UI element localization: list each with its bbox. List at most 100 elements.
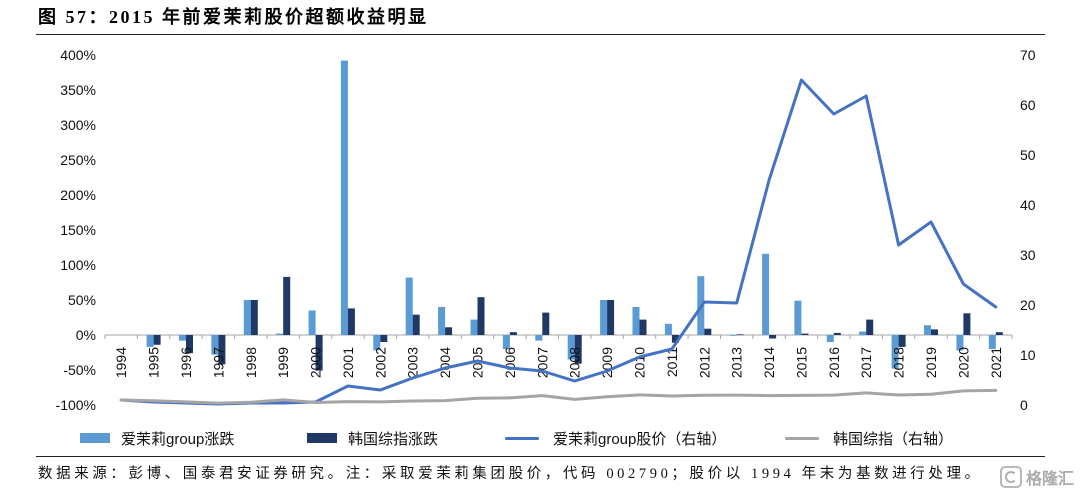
- bar-series-0-2017: [859, 331, 867, 335]
- x-tick-label: 1999: [275, 347, 291, 378]
- legend-label: 韩国综指涨跌: [348, 430, 439, 448]
- x-tick-label: 2004: [437, 347, 453, 378]
- x-tick-label: 2002: [372, 347, 388, 378]
- legend-label: 韩国综指（右轴）: [833, 430, 954, 448]
- watermark-logo-icon: [1000, 466, 1022, 488]
- x-tick-label: 2016: [826, 347, 842, 378]
- legend-label: 爱茉莉group涨跌: [121, 430, 235, 448]
- x-tick-label: 1997: [210, 347, 226, 378]
- bar-series-0-2004: [438, 307, 446, 335]
- bar-series-1-2004: [445, 327, 453, 335]
- y-left-tick-label: 50%: [68, 292, 96, 308]
- x-tick-label: 1994: [113, 347, 129, 378]
- x-tick-label: 2020: [955, 347, 971, 378]
- bar-series-1-2021: [995, 332, 1003, 335]
- bar-series-1-2016: [833, 332, 841, 335]
- x-tick-label: 2019: [923, 347, 939, 378]
- bar-series-1-2005: [477, 297, 485, 335]
- line-series-3: [119, 388, 998, 405]
- legend-swatch-bar: [80, 433, 110, 443]
- bar-series-1-2012: [704, 328, 712, 335]
- source-note: 数据来源：彭博、国泰君安证券研究。注：采取爱茉莉集团股价，代码 002790；股…: [38, 466, 983, 482]
- bar-series-0-2011: [664, 323, 672, 335]
- bar-series-0-1997: [211, 335, 219, 355]
- bar-series-0-2005: [470, 319, 478, 335]
- legend-item-kospi-index: 韩国综指（右轴）: [785, 428, 953, 448]
- x-tick-label: 2012: [696, 347, 712, 378]
- bar-series-0-1996: [179, 335, 186, 341]
- bar-series-1-2003: [412, 314, 420, 335]
- bar-series-0-2009: [600, 300, 608, 335]
- y-right-tick-label: 50: [1020, 147, 1036, 163]
- bar-series-1-2008: [574, 335, 582, 364]
- bar-series-1-2017: [866, 319, 874, 335]
- bar-series-0-2014: [762, 253, 770, 335]
- y-left-tick-label: -50%: [63, 362, 96, 378]
- bar-series-0-2006: [502, 335, 510, 349]
- y-left-tick-label: 0%: [76, 327, 96, 343]
- bar-series-0-2003: [405, 277, 413, 335]
- bar-series-0-2010: [632, 307, 640, 335]
- legend-swatch-line: [505, 436, 539, 440]
- bar-series-0-1995: [146, 335, 154, 347]
- legend-swatch-line: [785, 436, 819, 440]
- y-left-tick-label: 250%: [60, 152, 96, 168]
- bar-series-0-2002: [373, 335, 381, 351]
- bar-series-1-2019: [931, 329, 938, 335]
- legend-swatch-bar: [307, 433, 337, 443]
- bar-series-1-2002: [380, 335, 388, 342]
- bar-series-0-2001: [340, 60, 348, 335]
- bar-series-0-2008: [567, 335, 575, 360]
- y-right-tick-label: 60: [1020, 97, 1036, 113]
- watermark: 格隆汇: [1000, 466, 1074, 488]
- footnote-rule: [36, 456, 1045, 457]
- x-tick-label: 1996: [178, 347, 194, 378]
- bar-series-0-2007: [535, 335, 543, 341]
- bar-series-1-2014: [769, 335, 777, 339]
- legend-item-amore-price: 爱茉莉group股价（右轴）: [505, 428, 726, 448]
- x-tick-label: 2017: [858, 347, 874, 378]
- bar-series-0-2018: [891, 335, 899, 369]
- legend-label: 爱茉莉group股价（右轴）: [553, 430, 727, 448]
- bar-series-0-2013: [729, 335, 737, 336]
- bar-series-1-2015: [801, 333, 809, 335]
- y-right-tick-label: 40: [1020, 197, 1036, 213]
- title-rule: [36, 34, 1045, 35]
- x-tick-label: 2000: [308, 347, 324, 378]
- bar-series-1-2000: [315, 335, 323, 371]
- chart-title: 图 57：2015 年前爱茉莉股价超额收益明显: [38, 7, 429, 27]
- bar-series-1-2018: [898, 335, 906, 347]
- y-right-tick-label: 30: [1020, 247, 1036, 263]
- bar-series-0-2015: [794, 300, 802, 335]
- line-series-2: [119, 78, 998, 406]
- bar-series-1-2006: [509, 332, 517, 335]
- bar-series-1-2020: [963, 313, 971, 335]
- x-tick-label: 2006: [502, 347, 518, 378]
- watermark-text: 格隆汇: [1026, 471, 1075, 488]
- y-left-tick-label: 200%: [60, 187, 96, 203]
- x-tick-label: 2008: [567, 347, 583, 378]
- bar-series-0-2019: [924, 325, 931, 335]
- bar-series-1-2013: [736, 334, 744, 336]
- x-tick-label: 2014: [761, 347, 777, 378]
- x-tick-label: 2010: [632, 347, 648, 378]
- y-right-tick-label: 20: [1020, 297, 1036, 313]
- y-left-tick-label: 350%: [60, 82, 96, 98]
- x-tick-label: 2021: [988, 347, 1004, 378]
- bar-series-1-1999: [283, 276, 291, 335]
- legend-item-kospi-change: 韩国综指涨跌: [307, 428, 438, 448]
- x-tick-label: 1995: [146, 347, 162, 378]
- watermark-logo-mark: [1005, 471, 1017, 483]
- y-left-tick-label: 400%: [60, 47, 96, 63]
- legend-item-amore-change: 爱茉莉group涨跌: [80, 428, 234, 448]
- y-left-tick-label: 100%: [60, 257, 96, 273]
- bar-series-0-1999: [276, 333, 284, 335]
- x-tick-label: 2011: [664, 347, 680, 377]
- y-left-tick-label: -100%: [56, 397, 96, 413]
- bar-series-0-2000: [308, 310, 316, 335]
- x-tick-label: 2015: [793, 347, 809, 378]
- x-tick-label: 2003: [405, 347, 421, 378]
- lines-group: [119, 78, 998, 406]
- bar-series-1-2001: [347, 308, 355, 335]
